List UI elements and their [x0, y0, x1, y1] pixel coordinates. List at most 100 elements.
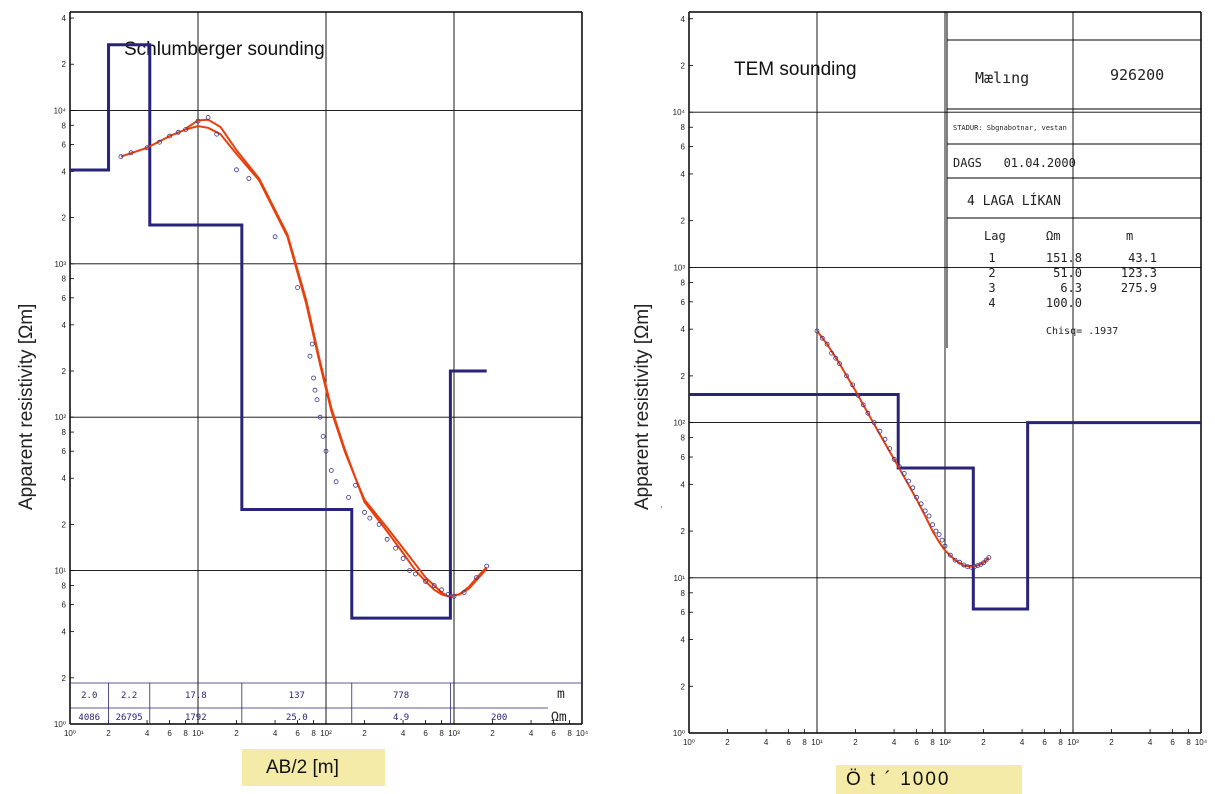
x-axis-label: AB/2 [m]: [266, 757, 339, 778]
x-tick-label: 2: [234, 729, 239, 738]
y-tick-label: 10⁰: [54, 720, 66, 729]
observed-point: [393, 545, 399, 551]
observed-point: [981, 560, 986, 566]
observed-point: [860, 402, 866, 408]
observed-point: [423, 579, 429, 584]
observed-point: [183, 127, 189, 133]
sounding-curves: [814, 328, 992, 570]
y-axis-label: Apparent resistivity [Ωm]: [632, 304, 653, 510]
y-tick-label: 6: [62, 294, 67, 303]
table-cell-lag: 1: [988, 251, 995, 265]
x-tick-label: 8: [567, 729, 572, 738]
x-tick-label: 2: [106, 729, 111, 738]
observed-point: [914, 494, 919, 500]
x-tick-label: 6: [1170, 738, 1175, 747]
x-tick-label: 10¹: [811, 738, 823, 747]
observed-point: [234, 167, 239, 173]
observed-point: [320, 433, 326, 439]
y-tick-label: 8: [681, 123, 686, 132]
x-tick-label: 4: [1020, 738, 1025, 747]
layer-resistivity: 4086: [78, 713, 100, 723]
layer-thickness: 17.8: [185, 691, 207, 701]
y-tick-label: 2: [681, 682, 686, 691]
x-tick-label: 10²: [320, 729, 332, 738]
observed-point: [947, 552, 953, 558]
observed-point: [118, 154, 124, 160]
observed-point: [865, 410, 871, 416]
observed-point: [975, 563, 981, 568]
y-tick-label: 2: [62, 60, 67, 69]
x-tick-label: 10³: [448, 729, 460, 738]
y-tick-label: 4: [62, 628, 67, 637]
observed-point: [311, 375, 317, 381]
observed-point: [451, 593, 457, 599]
layer-thickness: 778: [393, 691, 409, 701]
stray-mark: ,: [660, 499, 663, 509]
measure-label: Mælıng: [975, 69, 1029, 87]
observed-point: [317, 414, 323, 420]
x-tick-label: 4: [1148, 738, 1153, 747]
observed-point: [906, 478, 911, 484]
table-cell-lag: 2: [988, 266, 995, 280]
observed-point: [901, 471, 907, 476]
resistivity-unit: Ωm: [551, 710, 567, 725]
observed-point: [246, 176, 252, 181]
y-tick-label: 4: [681, 325, 686, 334]
x-tick-label: 4: [764, 738, 769, 747]
y-tick-label: 8: [62, 121, 67, 130]
observed-point: [461, 590, 467, 595]
observed-point: [328, 467, 334, 473]
y-tick-label: 8: [681, 434, 686, 443]
y-tick-label: 4: [62, 474, 67, 483]
x-tick-label: 8: [802, 738, 807, 747]
measure-value: 926200: [1110, 66, 1164, 84]
observed-point: [887, 446, 893, 452]
y-tick-label: 4: [62, 167, 67, 176]
table-cell-ohm: 100.0: [1046, 296, 1082, 310]
observed-point: [384, 536, 390, 542]
observed-point: [431, 583, 437, 588]
y-tick-label: 6: [681, 298, 686, 307]
chart-gridlines: [70, 12, 582, 724]
y-tick-label: 4: [62, 321, 67, 330]
fit-curve: [185, 118, 488, 598]
table-cell-lag: 4: [988, 296, 995, 310]
y-tick-label: 6: [681, 143, 686, 152]
x-tick-label: 2: [981, 738, 986, 747]
observed-point: [939, 537, 945, 543]
observed-point: [855, 392, 861, 398]
observed-point: [930, 522, 935, 528]
observed-point: [167, 133, 173, 139]
y-tick-label: 2: [62, 520, 67, 529]
y-axis-label: Apparent resistivity [Ωm]: [16, 304, 37, 510]
observed-point: [972, 564, 977, 569]
x-tick-label: 6: [167, 729, 172, 738]
y-tick-label: 6: [681, 453, 686, 462]
observed-point: [309, 341, 315, 347]
observed-point: [942, 543, 948, 549]
table-header-ohm: Ωm: [1046, 229, 1060, 243]
y-tick-label: 2: [681, 217, 686, 226]
y-tick-label: 10²: [673, 419, 685, 428]
fit-curve: [120, 125, 488, 598]
layer-resistivity: 1792: [185, 713, 207, 723]
observed-point: [891, 456, 897, 462]
table-cell-ohm: 6.3: [1060, 281, 1082, 295]
layer-thickness: 137: [289, 691, 305, 701]
layer-resistivity: 4.9: [393, 713, 409, 723]
x-tick-label: 4: [145, 729, 150, 738]
y-tick-label: 8: [681, 278, 686, 287]
observed-point: [952, 557, 958, 563]
observed-point: [323, 448, 329, 454]
y-tick-label: 6: [681, 608, 686, 617]
x-tick-label: 2: [853, 738, 858, 747]
observed-point: [346, 494, 351, 500]
observed-point: [957, 559, 962, 565]
x-tick-label: 6: [295, 729, 300, 738]
sounding-curves: [118, 115, 490, 599]
table-cell-m: 43.1: [1128, 251, 1157, 265]
table-cell-m: 123.3: [1121, 266, 1157, 280]
observed-point: [175, 129, 181, 135]
observed-point: [272, 234, 278, 240]
observed-point: [983, 557, 989, 563]
